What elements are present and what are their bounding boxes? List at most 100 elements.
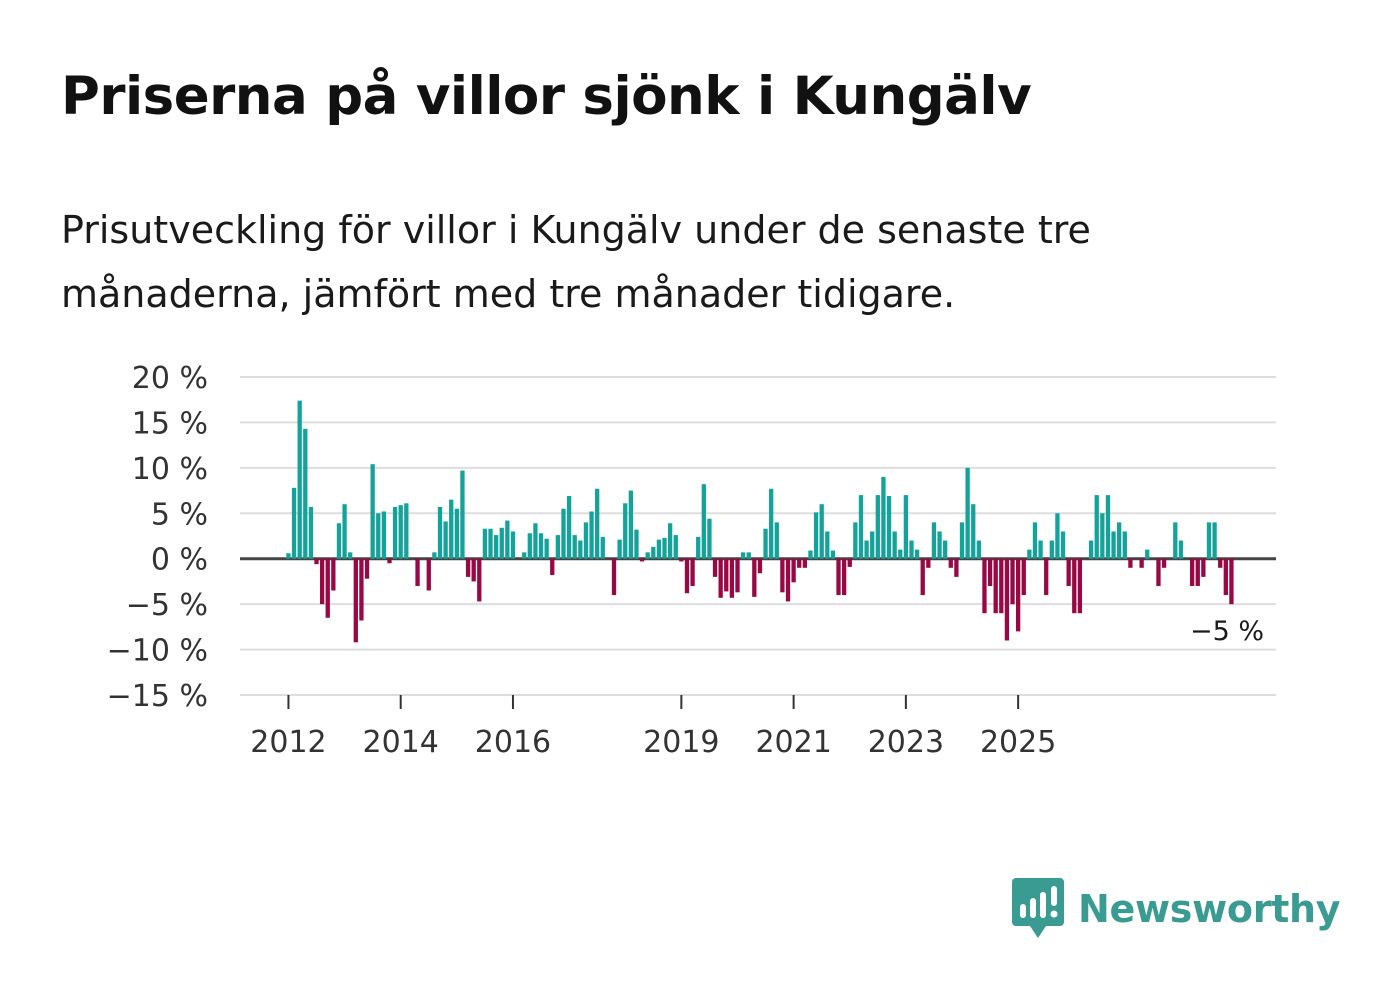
x-tick-label: 2023 <box>868 725 944 760</box>
bar <box>712 558 718 577</box>
bar <box>903 495 909 559</box>
bar <box>578 540 583 559</box>
y-tick-label: −10 % <box>107 634 208 669</box>
bar <box>976 540 981 559</box>
bar <box>858 495 864 559</box>
bar <box>1072 558 1077 614</box>
y-tick-label: −15 % <box>107 679 208 714</box>
bar <box>667 523 673 559</box>
bar <box>836 558 841 596</box>
bar <box>752 558 757 597</box>
bar <box>1223 558 1228 596</box>
y-tick-label: 10 % <box>132 452 208 487</box>
bar <box>1015 558 1021 632</box>
bar <box>785 558 791 602</box>
bar <box>892 531 897 559</box>
bar <box>1027 549 1032 559</box>
y-tick-label: 5 % <box>151 497 208 532</box>
bar <box>757 558 763 574</box>
bar <box>701 484 706 559</box>
bar <box>1145 549 1150 559</box>
bar <box>864 540 869 559</box>
bar <box>791 558 796 583</box>
bar <box>392 506 398 559</box>
bar <box>505 520 510 559</box>
x-tick-label: 2019 <box>643 725 719 760</box>
bar <box>1117 522 1122 559</box>
bar <box>493 535 499 559</box>
bar <box>825 531 830 559</box>
bar <box>1122 531 1127 559</box>
bar <box>746 552 751 559</box>
bar <box>527 533 532 559</box>
bar <box>656 539 662 559</box>
bar <box>465 558 471 577</box>
bar <box>353 558 358 643</box>
bar <box>763 528 768 559</box>
annotations: −5 % <box>1190 616 1264 647</box>
bar <box>948 558 953 568</box>
y-tick-label: 15 % <box>132 406 208 441</box>
bar <box>325 558 330 618</box>
bar <box>314 558 319 565</box>
bar <box>1049 540 1054 559</box>
bar <box>443 521 448 559</box>
bar <box>342 504 347 559</box>
bar <box>645 552 650 559</box>
bar <box>482 528 488 559</box>
bar <box>1066 558 1071 586</box>
bar <box>797 558 802 568</box>
bar <box>639 558 645 562</box>
bar <box>870 531 875 559</box>
bar <box>965 467 970 559</box>
newsworthy-logo: Newsworthy <box>1012 878 1341 940</box>
x-tick-label: 2014 <box>363 725 439 760</box>
y-tick-label: 20 % <box>132 361 208 396</box>
bar <box>387 558 392 564</box>
bar <box>954 558 959 577</box>
bar <box>623 503 628 559</box>
y-tick-label: 0 % <box>151 543 208 578</box>
bar <box>510 531 516 559</box>
bar <box>690 558 695 586</box>
bar <box>1189 558 1195 586</box>
bar <box>1055 513 1060 559</box>
bar <box>1128 558 1133 568</box>
bar <box>617 539 622 559</box>
bar <box>1218 558 1223 568</box>
newsworthy-logo-icon <box>1012 878 1064 938</box>
bar <box>364 558 370 579</box>
bar <box>841 558 847 596</box>
bar <box>987 558 993 586</box>
bar <box>471 558 476 582</box>
x-tick-label: 2021 <box>755 725 831 760</box>
bar <box>971 504 976 559</box>
bar <box>572 535 577 559</box>
bar <box>1156 558 1161 586</box>
x-axis: 2012 2014 2016 2019 2021 2023 2025 <box>250 695 1056 760</box>
bar <box>1195 558 1200 586</box>
bar <box>1173 522 1178 559</box>
bar <box>398 505 403 559</box>
chart-title: Priserna på villor sjönk i Kungälv <box>61 66 1032 127</box>
bar <box>724 558 729 592</box>
bar <box>914 549 920 559</box>
bar <box>634 529 639 559</box>
bar <box>774 522 779 559</box>
bar <box>611 558 617 596</box>
bar <box>1206 522 1212 559</box>
bar <box>909 540 914 559</box>
y-tick-label: −5 % <box>126 588 208 623</box>
bar <box>454 508 459 559</box>
bar <box>1201 558 1206 577</box>
bar <box>348 552 353 559</box>
bar <box>943 540 948 559</box>
bar <box>769 488 774 559</box>
chart-subtitle: Prisutveckling för villor i Kungälv unde… <box>61 208 1091 316</box>
bar <box>583 522 589 559</box>
bar <box>1105 495 1111 559</box>
bar <box>684 558 690 594</box>
last-value-label: −5 % <box>1190 616 1264 647</box>
bar <box>381 511 387 559</box>
bar <box>544 538 549 559</box>
